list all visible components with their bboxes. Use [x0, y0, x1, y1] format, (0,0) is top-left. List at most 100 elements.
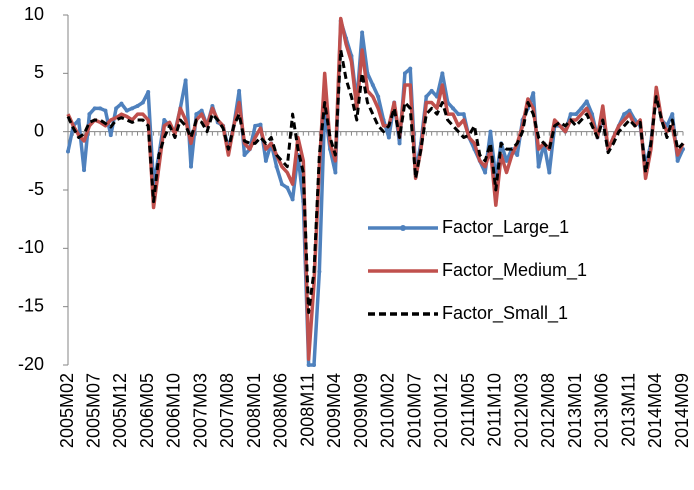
- point: [253, 123, 258, 128]
- point: [568, 112, 573, 117]
- point: [114, 106, 119, 111]
- point: [162, 118, 167, 122]
- point: [622, 112, 627, 117]
- point: [285, 185, 290, 190]
- series-line: [66, 48, 685, 314]
- point: [670, 112, 675, 117]
- point: [290, 197, 295, 202]
- x-tick-label: 2007M08: [217, 373, 237, 448]
- point: [103, 108, 108, 113]
- point: [242, 153, 247, 157]
- point: [574, 112, 579, 117]
- point: [461, 112, 466, 117]
- x-tick-label: 2012M03: [511, 373, 531, 448]
- x-tick-label: 2008M06: [271, 373, 291, 448]
- x-tick-label: 2010M12: [431, 373, 451, 448]
- x-tick-label: 2010M02: [378, 373, 398, 448]
- x-tick-label: 2005M12: [110, 373, 130, 448]
- series-line: [66, 16, 685, 361]
- point: [306, 363, 311, 367]
- y-tick-label: 10: [24, 4, 44, 24]
- point: [263, 158, 268, 163]
- y-tick-label: 0: [34, 120, 44, 140]
- legend-label: Factor_Small_1: [442, 303, 568, 324]
- x-tick-label: 2009M04: [324, 373, 344, 448]
- x-tick-label: 2011M05: [458, 373, 478, 447]
- point: [504, 158, 509, 163]
- point: [258, 122, 263, 127]
- y-tick-label: -20: [18, 354, 44, 374]
- point: [440, 71, 445, 76]
- point: [333, 170, 338, 175]
- point: [92, 106, 97, 111]
- point: [140, 100, 145, 105]
- point: [76, 118, 81, 122]
- point: [146, 90, 151, 94]
- legend-label: Factor_Large_1: [442, 217, 569, 238]
- point: [130, 106, 135, 111]
- point: [135, 104, 140, 108]
- x-tick-label: 2008M11: [297, 373, 317, 447]
- point: [579, 106, 584, 111]
- x-tick-label: 2005M02: [57, 373, 77, 448]
- x-tick-label: 2011M10: [485, 373, 505, 447]
- point: [376, 94, 381, 99]
- point: [312, 363, 316, 367]
- point: [429, 88, 434, 93]
- y-tick-label: -15: [18, 295, 44, 315]
- point: [424, 94, 429, 99]
- point: [98, 106, 103, 111]
- x-tick-label: 2014M04: [645, 373, 665, 448]
- x-tick-label: 2013M06: [592, 373, 612, 448]
- point: [402, 71, 407, 76]
- point: [675, 158, 680, 163]
- point: [370, 83, 375, 87]
- x-tick-label: 2013M11: [618, 373, 638, 447]
- point: [194, 112, 199, 117]
- x-tick-label: 2007M03: [190, 373, 210, 448]
- point: [189, 164, 193, 169]
- x-tick-label: 2009M09: [351, 373, 371, 448]
- point: [531, 91, 536, 96]
- point: [119, 101, 124, 106]
- point: [317, 269, 322, 274]
- legend-marker: [400, 225, 406, 231]
- y-tick-label: -5: [28, 179, 44, 199]
- series-line: [66, 19, 685, 367]
- x-tick-label: 2005M07: [83, 373, 103, 448]
- point: [124, 108, 129, 113]
- point: [451, 106, 456, 111]
- x-tick-label: 2006M05: [137, 373, 157, 448]
- point: [87, 112, 92, 117]
- point: [279, 182, 284, 187]
- point: [397, 141, 402, 146]
- point: [274, 164, 279, 169]
- legend-label: Factor_Medium_1: [442, 260, 587, 281]
- point: [456, 112, 461, 117]
- point: [627, 108, 632, 113]
- point: [483, 170, 488, 175]
- point: [199, 108, 204, 113]
- point: [408, 66, 413, 71]
- x-tick-label: 2013M01: [565, 373, 585, 448]
- point: [360, 30, 365, 35]
- x-tick-label: 2012M08: [538, 373, 558, 448]
- x-tick-label: 2014M09: [672, 373, 692, 448]
- point: [66, 149, 70, 154]
- point: [183, 78, 188, 83]
- point: [488, 129, 493, 134]
- point: [547, 170, 552, 175]
- point: [386, 135, 391, 140]
- point: [515, 153, 520, 157]
- point: [584, 99, 589, 104]
- x-tick-label: 2006M10: [164, 373, 184, 448]
- x-tick-label: 2010M07: [404, 373, 424, 448]
- point: [237, 88, 242, 93]
- point: [108, 133, 113, 138]
- y-tick-label: -10: [18, 237, 44, 257]
- x-tick-label: 2008M01: [244, 373, 264, 448]
- point: [82, 168, 87, 173]
- y-tick-label: 5: [34, 62, 44, 82]
- point: [536, 164, 541, 169]
